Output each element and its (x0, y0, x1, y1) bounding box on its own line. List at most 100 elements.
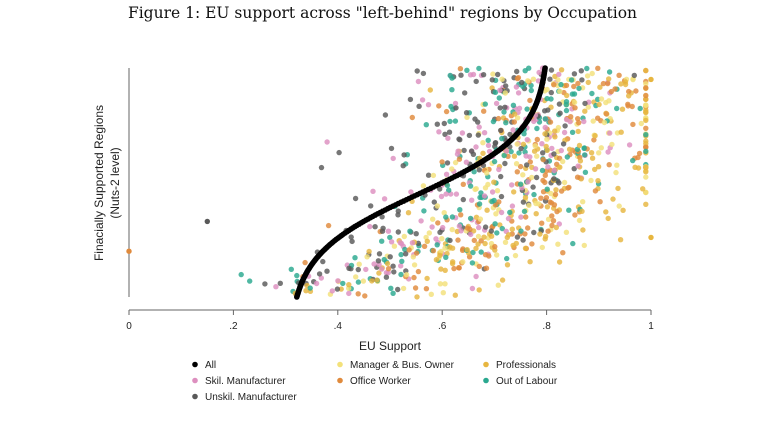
data-point (507, 131, 513, 138)
data-point (585, 79, 591, 86)
data-point (609, 141, 615, 148)
data-point (506, 232, 512, 238)
data-point (581, 118, 587, 125)
data-point (610, 196, 616, 202)
data-point (442, 267, 448, 273)
data-point (561, 129, 568, 136)
data-point (618, 81, 624, 87)
data-point (643, 102, 649, 108)
legend-label: Unskil. Manufacturer (205, 392, 297, 403)
data-point (398, 271, 404, 278)
data-point (520, 141, 527, 147)
data-point (438, 193, 445, 200)
x-tick-label: 1 (648, 321, 654, 332)
outlier-point (126, 248, 132, 254)
data-point (346, 282, 352, 288)
data-point (390, 155, 396, 162)
data-point (539, 244, 545, 251)
data-point (430, 216, 436, 222)
data-point (473, 78, 479, 85)
data-point (637, 105, 643, 112)
data-point (460, 181, 466, 187)
data-point (398, 251, 404, 258)
data-point (524, 137, 530, 143)
data-point (427, 87, 433, 93)
data-point (469, 285, 476, 292)
data-point (595, 65, 601, 72)
data-point (363, 266, 369, 273)
data-point (355, 279, 362, 285)
data-point (551, 176, 557, 182)
data-point (582, 152, 588, 158)
data-point (302, 259, 308, 266)
data-point (520, 199, 527, 205)
data-point (558, 188, 565, 194)
data-point (346, 290, 352, 297)
data-point (578, 68, 584, 74)
data-point (515, 90, 522, 96)
data-point (329, 288, 335, 294)
data-point (406, 247, 412, 253)
data-point (643, 96, 649, 103)
data-point (540, 156, 546, 163)
data-point (556, 101, 563, 107)
data-point (542, 131, 548, 137)
data-point (379, 238, 385, 244)
data-point (591, 137, 597, 143)
data-point (445, 135, 451, 141)
data-point (571, 166, 577, 172)
data-point (439, 159, 445, 165)
data-point (613, 169, 619, 176)
data-point (549, 145, 555, 152)
data-point (606, 76, 612, 82)
data-point (452, 292, 458, 298)
data-point (568, 114, 574, 120)
data-point (447, 237, 453, 244)
data-point (294, 272, 300, 279)
data-point (476, 263, 482, 270)
data-point (514, 141, 520, 147)
y-axis-label: Finacially Supported Regions (92, 105, 106, 261)
data-point (481, 234, 487, 240)
data-point (566, 207, 572, 213)
data-point (571, 99, 578, 106)
data-point (515, 75, 522, 81)
data-point (520, 172, 526, 178)
data-point (524, 106, 530, 112)
data-point (552, 191, 559, 198)
data-point (414, 68, 420, 74)
outlier-point (204, 218, 210, 225)
data-point (338, 286, 344, 292)
data-point (482, 240, 488, 247)
data-point (401, 152, 407, 158)
data-point (531, 118, 537, 125)
data-point (429, 224, 435, 230)
data-point (442, 281, 448, 287)
data-point (385, 266, 392, 272)
data-point (575, 128, 581, 135)
data-point (542, 179, 548, 186)
data-point (557, 110, 563, 116)
data-point (391, 269, 397, 275)
data-point (388, 145, 395, 152)
data-point (499, 277, 506, 283)
data-point (570, 240, 576, 247)
legend-label: Professionals (496, 360, 556, 371)
data-point (576, 120, 582, 126)
data-point (545, 107, 551, 113)
data-point (603, 111, 610, 117)
data-point (449, 226, 455, 233)
data-point (421, 208, 427, 214)
data-point (518, 145, 524, 152)
data-point (524, 162, 530, 168)
data-point (481, 108, 487, 114)
data-point (473, 144, 479, 150)
data-point (387, 234, 393, 241)
data-point (625, 101, 631, 108)
data-point (579, 77, 585, 83)
data-point (476, 287, 482, 293)
data-point (544, 95, 550, 102)
data-point (626, 142, 633, 148)
data-point (603, 209, 609, 215)
data-point (536, 201, 542, 207)
